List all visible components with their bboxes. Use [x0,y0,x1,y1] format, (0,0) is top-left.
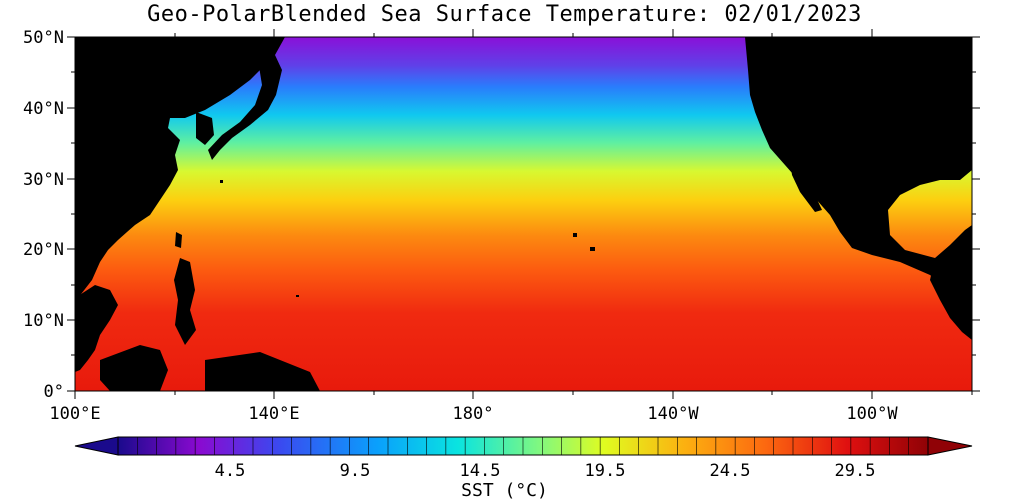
land-indochina [75,285,118,372]
lat-label-40n: 40°N [23,99,64,119]
land-baja [790,160,822,212]
land-korea [196,112,214,145]
colorbar-label: SST (°C) [461,480,548,501]
land-taiwan [175,232,182,248]
lat-label-0: 0° [44,382,64,402]
colorbar-tick-29-5: 29.5 [835,461,876,481]
lon-label-100e: 100°E [49,404,100,424]
land-masses [75,37,972,391]
colorbar-high-arrow [927,436,973,456]
land-sumatra-borneo [100,345,168,391]
lat-label-50n: 50°N [23,28,64,48]
land-asia [75,37,285,298]
land-north-america [745,37,972,300]
colorbar-tick-24-5: 24.5 [710,461,751,481]
land-central-america [930,258,972,340]
lat-label-20n: 20°N [23,240,64,260]
colorbar-tick-19-5: 19.5 [585,461,626,481]
colorbar-low-arrow [74,436,119,456]
lat-label-10n: 10°N [23,311,64,331]
land-new-guinea [205,352,320,391]
lat-label-30n: 30°N [23,170,64,190]
colorbar [74,436,973,456]
longitude-axis [74,29,973,399]
colorbar-dividers [136,437,910,455]
map-title: Geo-PolarBlended Sea Surface Temperature… [147,2,862,27]
lon-label-100w: 100°W [846,404,898,424]
land-japan [208,55,282,160]
lon-label-140e: 140°E [248,404,299,424]
latitude-axis [67,36,980,392]
lon-label-140w: 140°W [647,404,699,424]
lon-label-180: 180° [453,404,494,424]
land-hawaii [573,233,577,237]
colorbar-tick-9-5: 9.5 [340,461,371,481]
colorbar-tick-14-5: 14.5 [460,461,501,481]
colorbar-tick-4-5: 4.5 [215,461,246,481]
land-philippines [174,258,196,345]
